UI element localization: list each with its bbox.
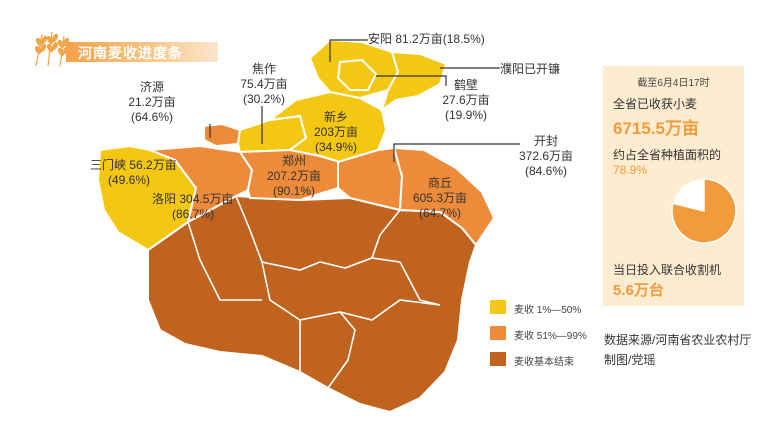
wheat-icon <box>34 31 70 67</box>
label-xinxiang: 新乡 203万亩 (34.9%) <box>313 110 359 154</box>
label-jiaozuo: 焦作 75.4万亩 (30.2%) <box>240 62 288 106</box>
label-shangqiu: 商丘 605.3万亩 (64.7%) <box>412 176 468 220</box>
label-sanmenxia: 三门峡 56.2万亩 (49.6%) <box>90 158 177 187</box>
label-zhengzhou: 郑州 207.2万亩 (90.1%) <box>266 154 322 198</box>
summary-panel: 截至6月4日17时 全省已收获小麦 6715.5万亩 约占全省种植面积的 78.… <box>603 66 744 306</box>
label-jiyuan: 济源 21.2万亩 (64.6%) <box>128 80 176 124</box>
region-puyang <box>380 50 448 113</box>
share-value: 78.9% <box>613 163 648 177</box>
label-luoyang: 洛阳 304.5万亩 (86.7%) <box>152 192 234 221</box>
label-puyang: 濮阳已开镰 <box>500 62 561 76</box>
panel-date: 截至6月4日17时 <box>637 78 710 89</box>
page-title: 河南麦收进度条 <box>78 45 183 61</box>
title-strip <box>66 42 218 62</box>
pie-slice <box>671 178 737 244</box>
legend-swatch <box>490 326 506 340</box>
southern-inner-borders <box>187 195 441 389</box>
legend-item-level1: 麦收 1%—50% <box>490 300 610 316</box>
label-anyang: 安阳 81.2万亩(18.5%) <box>368 32 485 46</box>
region-hebi <box>336 58 378 91</box>
leader-kaifeng <box>393 143 520 162</box>
label-kaifeng: 开封 372.6万亩 (84.6%) <box>518 134 574 178</box>
source-credit: 数据来源/河南省农业农村厅 制图/党瑶 <box>604 333 752 367</box>
leader-anyang <box>329 39 368 62</box>
region-luoyang <box>149 144 254 224</box>
legend-swatch <box>490 352 506 366</box>
share-label: 约占全省种植面积的 <box>613 148 722 162</box>
region-southern <box>147 194 478 414</box>
harvest-value: 6715.5万亩 <box>613 119 699 138</box>
leader-hebi <box>376 75 447 86</box>
machines-label: 当日投入联合收割机 <box>613 263 722 277</box>
legend-swatch <box>490 300 506 314</box>
legend-item-level3: 麦收基本结束 <box>490 352 610 368</box>
label-hebi: 鹤壁 27.6万亩 (19.9%) <box>442 78 490 122</box>
legend-label: 麦收 1%—50% <box>514 305 582 316</box>
legend-label: 麦收 51%—99% <box>514 331 587 342</box>
legend-label: 麦收基本结束 <box>514 357 574 368</box>
harvest-label: 全省已收获小麦 <box>613 97 698 111</box>
region-shangqiu <box>392 146 496 247</box>
legend-item-level2: 麦收 51%—99% <box>490 326 610 342</box>
share-pie <box>671 178 737 244</box>
machines-value: 5.6万台 <box>613 282 664 299</box>
